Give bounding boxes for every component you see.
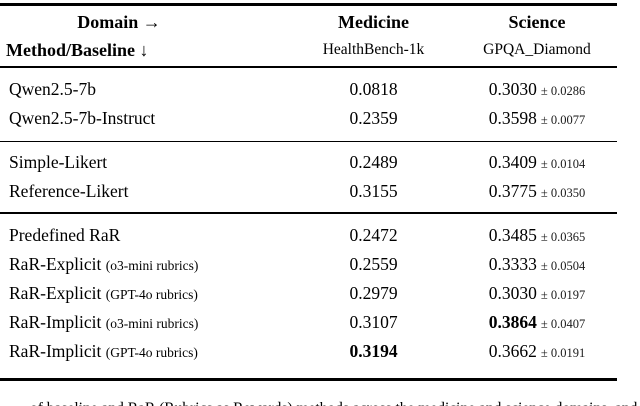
header-col-science: Science — [508, 11, 566, 32]
table-row: RaR-Implicit (GPT-4o rubrics) 0.3194 0.3… — [0, 337, 617, 366]
header-row-domain: Domain → Medicine Science — [0, 8, 617, 36]
science-value: 0.3598 — [488, 108, 537, 128]
header-domain-label: Domain → — [77, 11, 161, 32]
science-stddev: ± 0.0191 — [540, 345, 586, 360]
science-stddev: ± 0.0286 — [540, 84, 586, 98]
method-name: Qwen2.5-7b-Instruct — [9, 108, 156, 128]
method-note: (o3-mini rubrics) — [105, 315, 199, 331]
medicine-value: 0.2472 — [349, 224, 398, 245]
table-row: Qwen2.5-7b-Instruct 0.2359 0.3598 ± 0.007… — [0, 104, 617, 133]
science-value-best: 0.3864 — [488, 311, 537, 332]
header-col-medicine: Medicine — [338, 11, 409, 32]
results-table: Domain → Medicine Science Method/Baselin… — [0, 3, 617, 381]
medicine-value: 0.0818 — [349, 79, 398, 99]
science-stddev: ± 0.0365 — [540, 229, 586, 244]
method-name: Simple-Likert — [9, 152, 108, 172]
science-value: 0.3030 — [488, 282, 537, 303]
science-stddev: ± 0.0077 — [540, 113, 586, 127]
header-benchmark-medicine: HealthBench-1k — [322, 41, 425, 58]
header-row-benchmark: Method/Baseline ↓ HealthBench-1k GPQA_Di… — [0, 36, 617, 64]
group-divider-rule — [0, 212, 617, 214]
method-name: Qwen2.5-7b — [9, 79, 96, 99]
science-value: 0.3775 — [488, 181, 537, 201]
table-row: RaR-Explicit (o3-mini rubrics) 0.2559 0.… — [0, 250, 617, 279]
group-rar-methods: Predefined RaR 0.2472 0.3485 ± 0.0365 RaR… — [0, 214, 617, 378]
table-row: Predefined RaR 0.2472 0.3485 ± 0.0365 — [0, 221, 617, 250]
medicine-value: 0.2489 — [349, 152, 398, 172]
medicine-value: 0.2559 — [349, 253, 398, 274]
header-bottom-rule — [0, 66, 617, 68]
group-base-models: Qwen2.5-7b 0.0818 0.3030 ± 0.0286 Qwen2.5… — [0, 68, 617, 141]
science-value: 0.3485 — [488, 224, 537, 245]
science-stddev: ± 0.0407 — [540, 316, 586, 331]
method-name: Reference-Likert — [9, 181, 129, 201]
method-name: Predefined RaR — [9, 224, 121, 245]
science-stddev: ± 0.0104 — [540, 157, 586, 171]
method-name: RaR-Explicit — [9, 253, 102, 274]
method-name: RaR-Implicit — [9, 311, 102, 332]
medicine-value: 0.3107 — [349, 311, 398, 332]
method-note: (GPT-4o rubrics) — [105, 344, 198, 360]
science-stddev: ± 0.0350 — [540, 186, 586, 200]
method-name: RaR-Explicit — [9, 282, 102, 303]
medicine-value-best: 0.3194 — [349, 340, 398, 361]
table-row: Reference-Likert 0.3155 0.3775 ± 0.0350 — [0, 177, 617, 206]
science-value: 0.3662 — [488, 340, 537, 361]
header-benchmark-science: GPQA_Diamond — [483, 41, 591, 58]
medicine-value: 0.2359 — [349, 108, 398, 128]
group-divider-rule — [0, 140, 617, 142]
table-top-rule — [0, 3, 617, 6]
method-note: (o3-mini rubrics) — [105, 257, 199, 273]
group-likert-baselines: Simple-Likert 0.2489 0.3409 ± 0.0104 Refe… — [0, 142, 617, 212]
medicine-value: 0.2979 — [349, 282, 398, 303]
header-method-label: Method/Baseline ↓ — [6, 39, 149, 60]
table-header: Domain → Medicine Science Method/Baselin… — [0, 6, 617, 66]
table-caption-clipped: of baseline and RaR (Rubrics as Rewards)… — [30, 400, 640, 406]
table-row: Simple-Likert 0.2489 0.3409 ± 0.0104 — [0, 148, 617, 177]
table-row: RaR-Explicit (GPT-4o rubrics) 0.2979 0.3… — [0, 279, 617, 308]
science-stddev: ± 0.0197 — [540, 287, 586, 302]
medicine-value: 0.3155 — [349, 181, 398, 201]
table-row: RaR-Implicit (o3-mini rubrics) 0.3107 0.… — [0, 308, 617, 337]
method-name: RaR-Implicit — [9, 340, 102, 361]
science-value: 0.3030 — [488, 79, 537, 99]
method-note: (GPT-4o rubrics) — [105, 286, 198, 302]
science-value: 0.3409 — [488, 152, 537, 172]
science-stddev: ± 0.0504 — [540, 258, 586, 273]
table-row: Qwen2.5-7b 0.0818 0.3030 ± 0.0286 — [0, 75, 617, 104]
science-value: 0.3333 — [488, 253, 537, 274]
table-bottom-rule — [0, 377, 617, 381]
